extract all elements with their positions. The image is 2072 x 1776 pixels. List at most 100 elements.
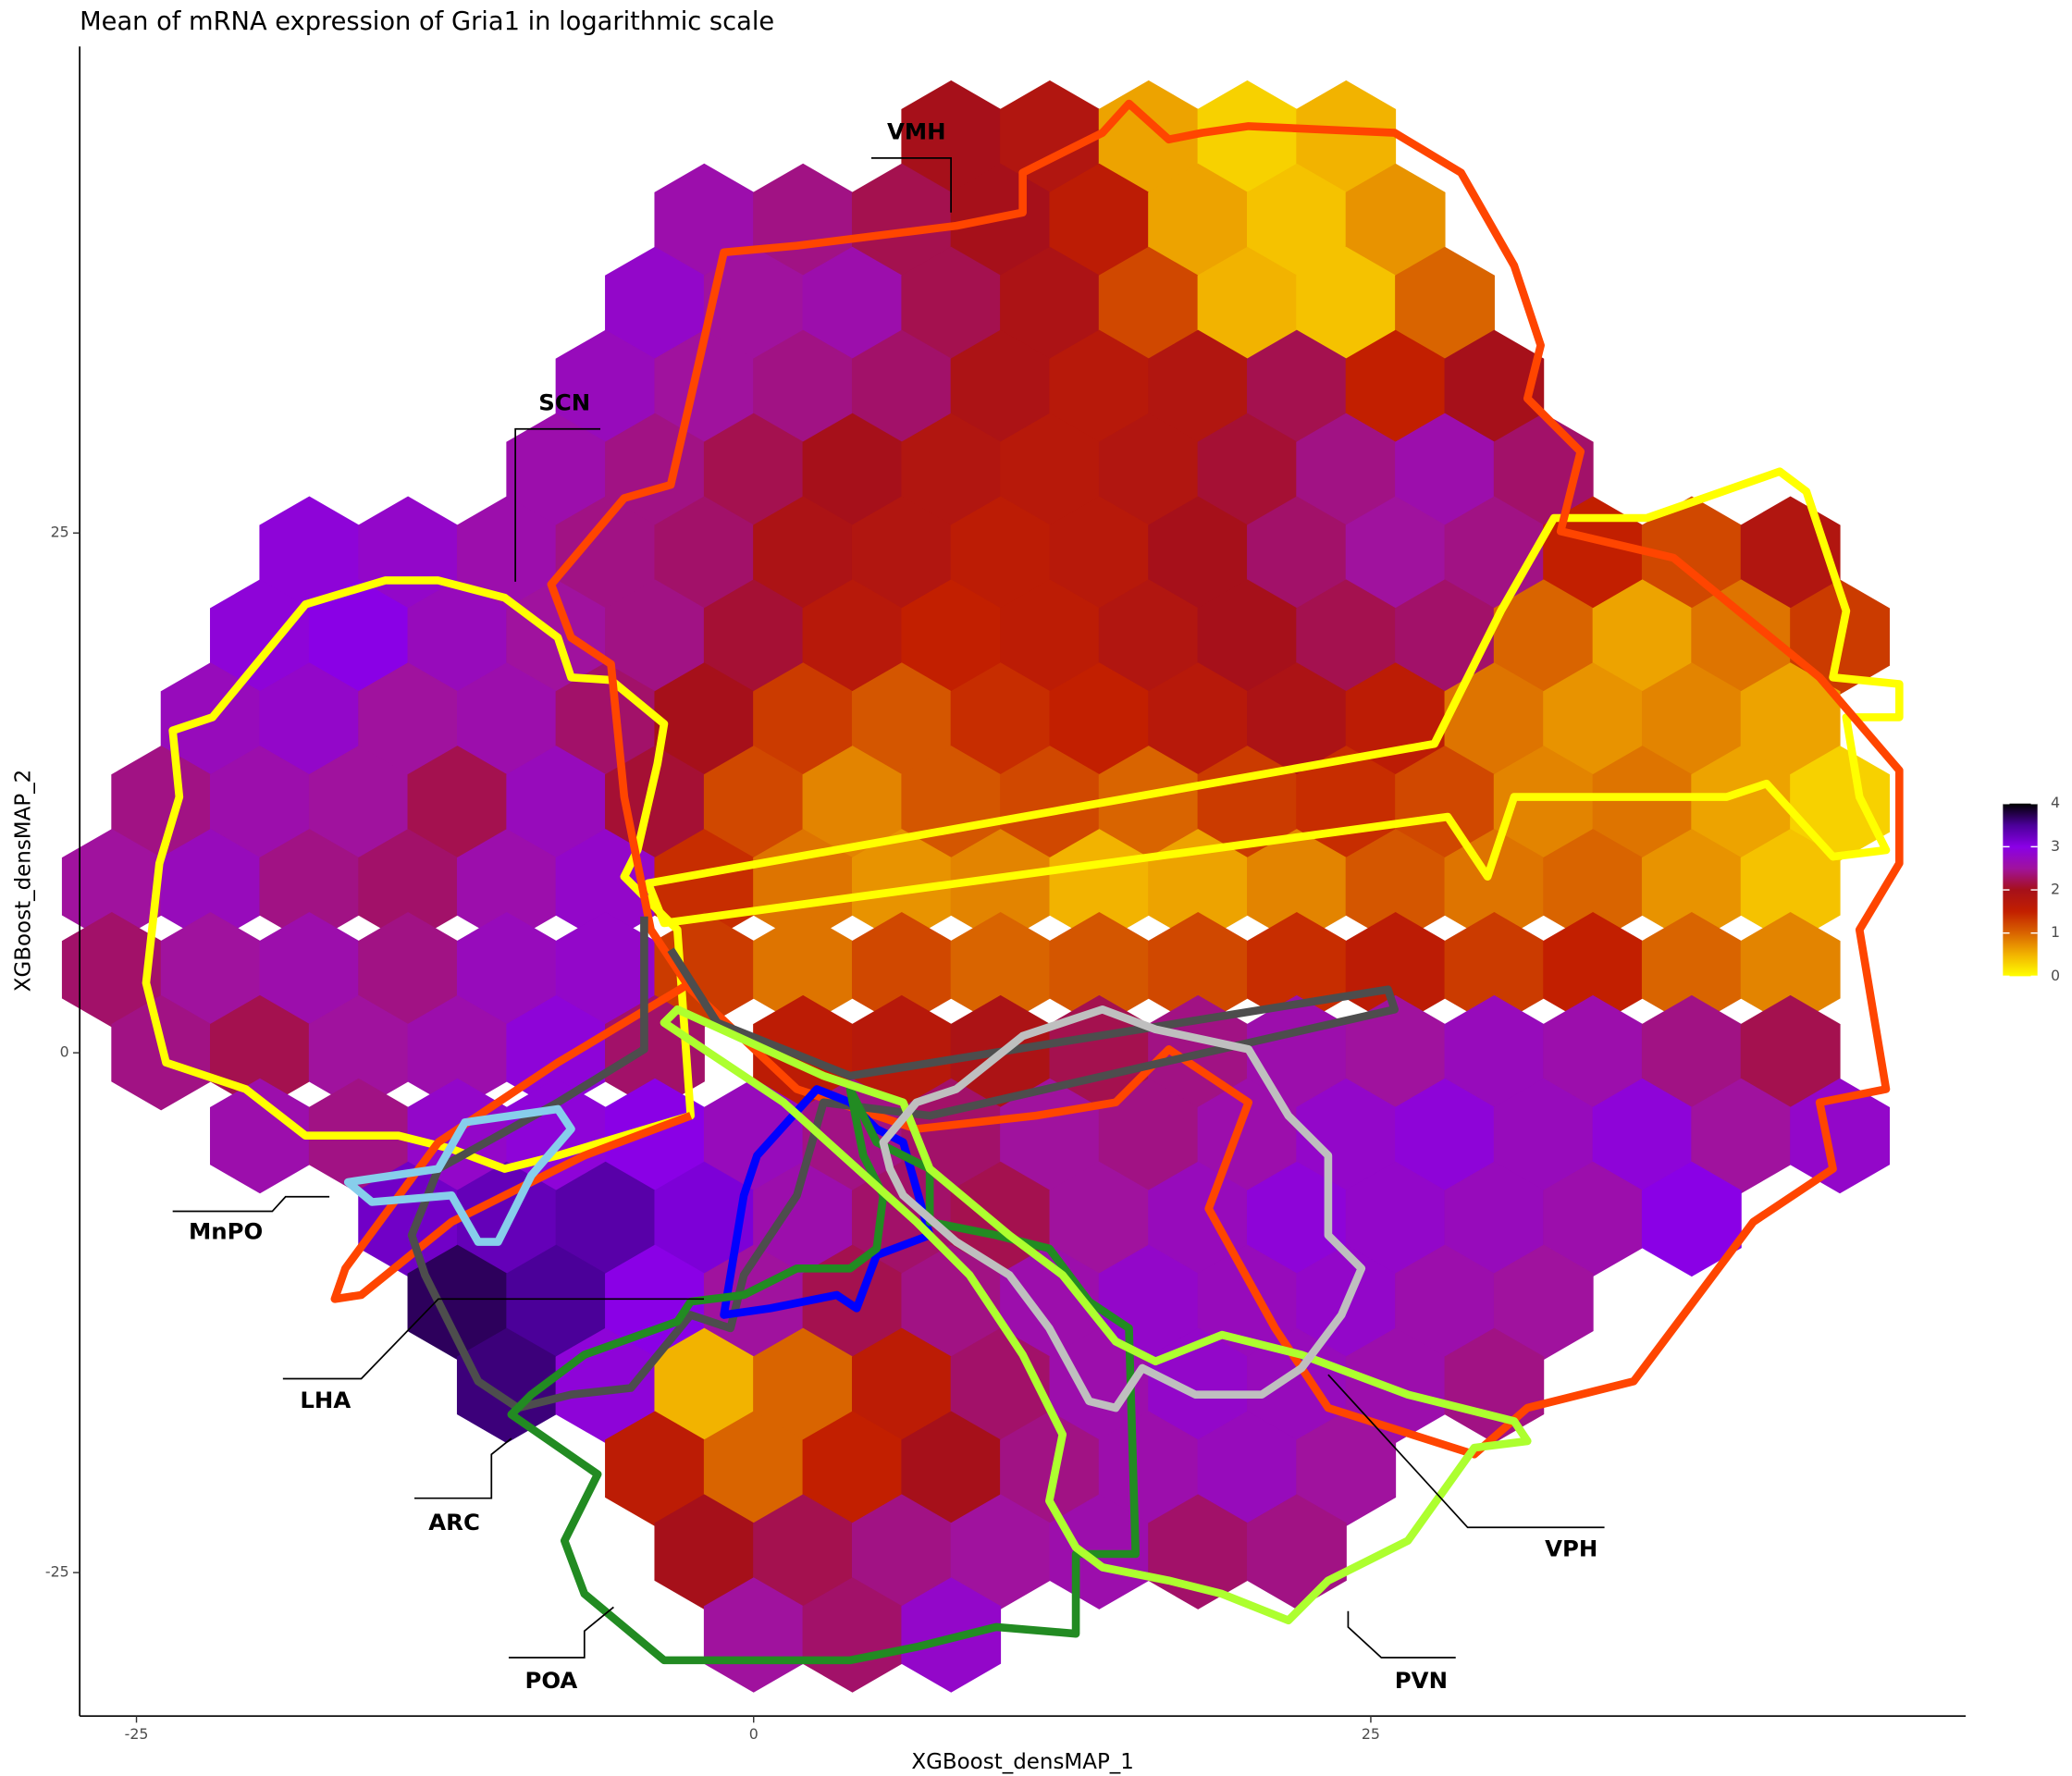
hex (1247, 496, 1347, 611)
hex (1000, 746, 1100, 861)
hex (1247, 1494, 1347, 1610)
hex (1395, 1244, 1495, 1361)
hex (851, 496, 952, 611)
y-tick-label: 25 (51, 524, 69, 541)
hex (259, 829, 360, 944)
hex (259, 496, 360, 611)
hex (1493, 1244, 1594, 1361)
hex (1049, 496, 1150, 611)
hex (654, 329, 755, 446)
x-tick-label: 25 (1362, 1725, 1380, 1743)
hex (210, 1078, 310, 1194)
hex (703, 579, 804, 695)
region-label: MnPO (189, 1218, 263, 1245)
hex (950, 829, 1051, 944)
hex (259, 662, 360, 778)
hex (1641, 829, 1742, 944)
hex (1049, 329, 1150, 446)
hex (1740, 662, 1841, 778)
hex (851, 163, 952, 279)
hex (654, 1327, 755, 1444)
hex (1444, 1161, 1545, 1277)
hex (1345, 163, 1446, 279)
hex (901, 1411, 1002, 1526)
hex (1691, 746, 1792, 861)
hex (308, 746, 409, 861)
hex (1543, 912, 1644, 1028)
hex (210, 746, 310, 861)
hex (1098, 246, 1199, 363)
region-outline (660, 1005, 1532, 1625)
hex (1049, 662, 1150, 778)
region-outline (547, 99, 1904, 1459)
hex (1740, 912, 1841, 1028)
chart-title: Mean of mRNA expression of Gria1 in loga… (80, 7, 774, 36)
hex (1049, 1161, 1150, 1277)
y-tick-label: 0 (60, 1043, 69, 1061)
hex (1493, 579, 1594, 695)
leader-line (514, 427, 601, 582)
hex (1296, 1078, 1397, 1194)
colorbar-tick-label: 1 (2051, 923, 2060, 941)
region-label: SCN (538, 389, 590, 416)
region-outline (407, 916, 1399, 1412)
hex (1197, 1411, 1298, 1526)
hex (61, 829, 162, 944)
hex (259, 912, 360, 1028)
hex (407, 994, 508, 1111)
hex (358, 912, 458, 1028)
hex (1395, 1078, 1495, 1194)
hex (1790, 1078, 1890, 1194)
hex (1444, 329, 1545, 446)
hex (1098, 579, 1199, 695)
hex (1049, 163, 1150, 279)
hex (1543, 994, 1644, 1111)
hex (506, 1244, 607, 1361)
hex (1296, 413, 1397, 529)
hex (1345, 994, 1446, 1111)
hex (1345, 496, 1446, 611)
hex (802, 413, 903, 529)
hex (1345, 1161, 1446, 1277)
hex (61, 912, 162, 1028)
hex (753, 496, 853, 611)
hex (1444, 662, 1545, 778)
hex (1197, 413, 1298, 529)
hex (1296, 80, 1397, 196)
hex (605, 1411, 705, 1526)
hex (111, 746, 212, 861)
hex (1691, 1078, 1792, 1194)
hex (1148, 329, 1249, 446)
region-outline (330, 979, 693, 1303)
hex (308, 994, 409, 1111)
colorbar-tick-label: 3 (2051, 837, 2060, 855)
hex-layer (61, 80, 1890, 1693)
hex (1148, 912, 1249, 1028)
leader-lines (172, 157, 1605, 1659)
hex (1493, 1078, 1594, 1194)
hex (1049, 912, 1150, 1028)
hex (1098, 746, 1199, 861)
hex (210, 579, 310, 695)
hex (1148, 496, 1249, 611)
hex (1098, 1411, 1199, 1526)
hex (1148, 1161, 1249, 1277)
hex (1444, 994, 1545, 1111)
hex (851, 329, 952, 446)
hex (1543, 496, 1644, 611)
hex (1543, 829, 1644, 944)
hex (703, 746, 804, 861)
hex (1098, 413, 1199, 529)
region-outline (507, 1085, 1140, 1665)
hex (1000, 1411, 1100, 1526)
region-outline (644, 467, 1904, 928)
hex (605, 994, 705, 1111)
hex (1395, 413, 1495, 529)
leader-line (282, 1298, 705, 1380)
hex (555, 1161, 656, 1277)
hex (1345, 912, 1446, 1028)
leader-line (508, 1606, 614, 1659)
hex (654, 496, 755, 611)
hex (753, 1327, 853, 1444)
